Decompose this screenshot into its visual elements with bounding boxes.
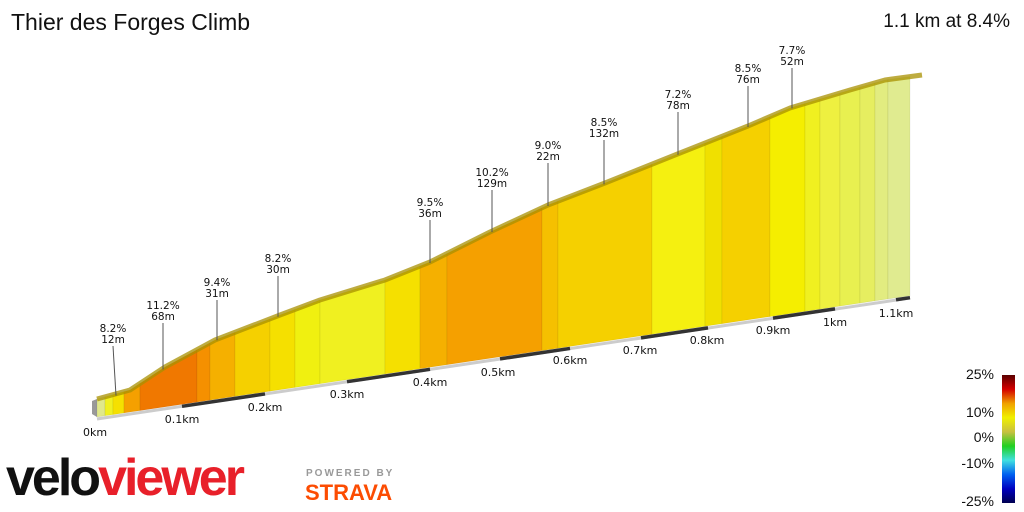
x-tick-label: 0.5km [481,366,516,379]
veloviewer-logo[interactable]: veloviewer [6,449,245,507]
page-title: Thier des Forges Climb [11,9,251,35]
profile-top-edge [96,72,923,402]
powered-by-text: POWERED BY [306,468,395,479]
gradient-segment [804,98,821,312]
gradient-segment [859,82,876,304]
x-tick-label: 1km [823,316,847,329]
x-tick-label: 0.4km [413,376,448,389]
x-tick-label: 0.2km [248,401,283,414]
annotation-length: 22m [536,151,560,163]
annotation-length: 36m [418,208,442,220]
x-tick-label: 0.7km [623,344,658,357]
distance-band [181,392,266,409]
x-tick-label: 0.3km [330,388,365,401]
gradient-segment [874,79,889,302]
gradient-segment [704,135,723,327]
gradient-segment [651,142,706,335]
legend-label-10: 10% [965,404,994,420]
legend-label-neg10: -10% [961,455,994,471]
annotation-length: 31m [205,288,229,300]
gradient-segment [839,86,861,307]
annotation-length: 132m [589,128,619,140]
distance-band [772,307,836,320]
profile-side [92,399,97,417]
gradient-segment [769,102,806,318]
gradient-segment [294,299,321,389]
gradient-segment [819,92,841,310]
annotation-grade: 10.2% [475,167,508,179]
x-tick-label: 0.8km [690,334,725,347]
x-tick-label: 0.9km [756,324,791,337]
annotation-length: 52m [780,56,804,68]
annotation-grade: 9.0% [535,140,562,152]
gradient-segment [887,76,911,300]
annotation-grade: 8.2% [100,323,127,335]
distance-band [895,295,911,302]
annotation-length: 78m [666,100,690,112]
annotation-length: 129m [477,178,507,190]
annotation-leader [112,345,117,396]
annotation-length: 68m [151,311,175,323]
annotation-grade: 9.5% [417,197,444,209]
gradient-color-scale [1002,375,1015,503]
annotation-grade: 7.7% [779,45,806,57]
legend-label-0: 0% [973,429,994,445]
annotation-grade: 8.2% [265,253,292,265]
annotation-length: 30m [266,264,290,276]
legend-label-min: -25% [961,493,994,509]
gradient-segment [269,308,296,392]
gradient-segment [557,163,653,349]
x-tick-label: 0.6km [553,354,588,367]
gradient-segment [196,341,211,403]
strava-logo[interactable]: STRAVA [305,480,393,505]
x-tick-label: 1.1km [879,307,914,320]
gradient-segment [541,200,559,352]
distance-band [640,326,709,340]
annotation-length: 76m [736,74,760,86]
gradient-segment [721,115,771,325]
gradient-segment [419,252,448,370]
distance-band [346,367,431,384]
climb-summary: 1.1 km at 8.4% [883,11,1010,32]
annotation-grade: 7.2% [665,89,692,101]
annotation-grade: 8.5% [735,63,762,75]
annotation-grade: 11.2% [146,300,179,312]
legend-label-max: 25% [965,366,994,382]
annotation-grade: 8.5% [591,117,618,129]
distance-band [499,346,571,361]
annotation-length: 12m [101,334,125,346]
annotation-grade: 9.4% [204,277,231,289]
gradient-segment [384,265,421,375]
x-tick-label: 0.1km [165,413,200,426]
x-tick-label: 0km [83,426,107,439]
